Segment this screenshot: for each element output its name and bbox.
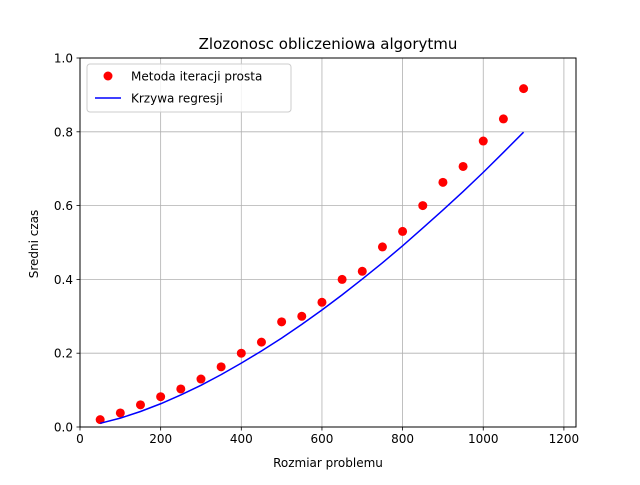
data-point bbox=[498, 114, 508, 124]
x-tick-label: 800 bbox=[391, 432, 414, 446]
data-point bbox=[478, 136, 488, 146]
data-point bbox=[317, 297, 327, 307]
y-tick-label: 0.4 bbox=[54, 273, 73, 287]
regression-line bbox=[99, 131, 525, 425]
legend-label: Metoda iteracji prosta bbox=[131, 70, 262, 84]
y-tick-label: 0.8 bbox=[54, 125, 73, 139]
y-tick-label: 0.6 bbox=[54, 199, 73, 213]
tick-layer: 0 200 400 600 800 1000 1200 0.0 0.2 0.4 0.6 0.8 1.0 bbox=[54, 52, 579, 447]
data-point bbox=[236, 348, 246, 358]
data-point bbox=[277, 317, 287, 327]
data-point bbox=[156, 392, 166, 402]
data-point bbox=[115, 408, 125, 418]
legend-marker-swatch bbox=[103, 71, 113, 81]
data-point bbox=[377, 242, 387, 252]
legend: Metoda iteracji prosta Krzywa regresji bbox=[86, 63, 292, 113]
y-tick-label: 0.2 bbox=[54, 347, 73, 361]
y-axis-label: Sredni czas bbox=[27, 210, 41, 279]
x-tick-label: 1000 bbox=[468, 432, 499, 446]
data-point bbox=[458, 161, 468, 171]
data-point bbox=[418, 201, 428, 211]
plot-frame bbox=[79, 57, 577, 428]
chart-title: Zlozonosc obliczeniowa algorytmu bbox=[199, 35, 458, 53]
legend-box bbox=[86, 63, 292, 113]
data-point bbox=[398, 226, 408, 236]
x-tick-label: 200 bbox=[149, 432, 172, 446]
legend-label: Krzywa regresji bbox=[131, 92, 223, 106]
y-tick-label: 0.0 bbox=[54, 421, 73, 435]
data-point bbox=[337, 274, 347, 284]
data-point bbox=[216, 362, 226, 372]
series-layer bbox=[95, 84, 529, 425]
x-tick-label: 1200 bbox=[549, 432, 580, 446]
x-axis-label: Rozmiar problemu bbox=[273, 456, 383, 470]
x-tick-label: 0 bbox=[76, 432, 84, 446]
y-tick-label: 1.0 bbox=[54, 52, 73, 66]
data-point bbox=[196, 374, 206, 384]
data-point bbox=[297, 311, 307, 321]
x-tick-label: 400 bbox=[230, 432, 253, 446]
data-point bbox=[256, 337, 266, 347]
data-point bbox=[519, 84, 529, 94]
data-point bbox=[95, 415, 105, 425]
data-point bbox=[176, 384, 186, 394]
data-point bbox=[438, 177, 448, 187]
data-point bbox=[357, 266, 367, 276]
data-point bbox=[135, 400, 145, 410]
x-tick-label: 600 bbox=[310, 432, 333, 446]
